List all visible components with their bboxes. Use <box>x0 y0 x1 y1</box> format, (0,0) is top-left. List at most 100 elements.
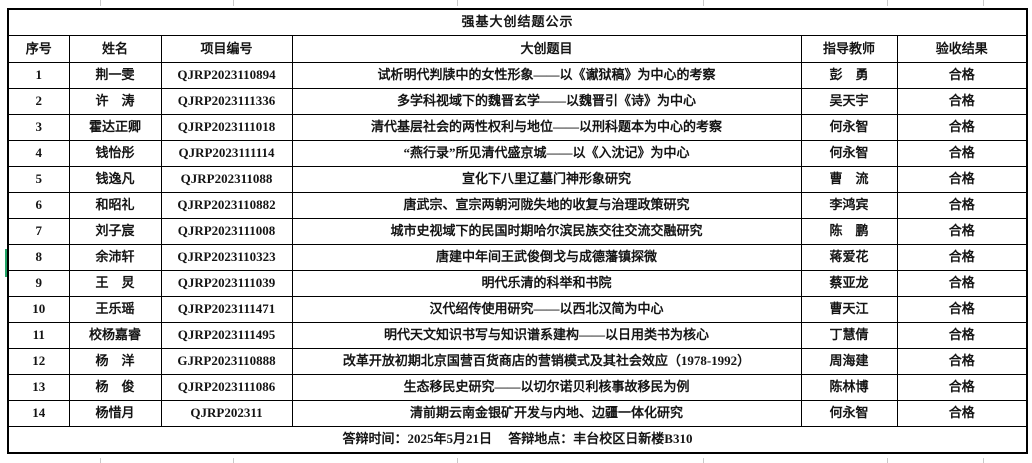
cell-name: 霍达正卿 <box>68 114 162 141</box>
cell-name: 王 炅 <box>68 270 162 297</box>
col-header-index: 序号 <box>7 35 70 63</box>
gridline-stub <box>983 0 984 6</box>
cell-code: QJRP2023111018 <box>160 114 293 141</box>
cell-advisor: 曹 流 <box>800 166 898 193</box>
footer-row: 答辩时间：2025年5月21日 答辩地点：丰台校区日新楼B310 <box>7 426 1028 454</box>
cell-name: 刘子宸 <box>68 218 162 245</box>
cell-advisor: 曹天江 <box>800 296 898 323</box>
cell-topic: 清前期云南金银矿开发与内地、边疆一体化研究 <box>291 400 802 427</box>
cell-topic: 唐武宗、宣宗两朝河陇失地的收复与治理政策研究 <box>291 192 802 219</box>
cell-result: 合格 <box>896 270 1028 297</box>
cell-code: QJRP2023111495 <box>160 322 293 349</box>
col-header-code: 项目编号 <box>160 35 293 63</box>
table-row: 7 刘子宸 QJRP2023111008 城市史视域下的民国时期哈尔滨民族交往交… <box>7 218 1028 245</box>
cell-advisor: 陈 鹏 <box>800 218 898 245</box>
cell-result: 合格 <box>896 62 1028 89</box>
gridline-stub <box>233 0 234 6</box>
results-table: 强基大创结题公示 序号 姓名 项目编号 大创题目 指导教师 验收结果 1 荆一雯… <box>7 8 1029 454</box>
cell-code: QJRP2023111039 <box>160 270 293 297</box>
table-row: 12 杨 洋 GJRP2023110888 改革开放初期北京国营百货商店的营销模… <box>7 348 1028 375</box>
gridline-stub <box>887 458 888 463</box>
cell-name: 杨 俊 <box>68 374 162 401</box>
cell-name: 荆一雯 <box>68 62 162 89</box>
cell-result: 合格 <box>896 218 1028 245</box>
cell-topic: 明代天文知识书写与知识谱系建构——以日用类书为核心 <box>291 322 802 349</box>
cell-advisor: 李鸿宾 <box>800 192 898 219</box>
table-row: 2 许 涛 QJRP2023111336 多学科视域下的魏晋玄学——以魏晋引《诗… <box>7 88 1028 115</box>
cell-topic: 汉代绍传使用研究——以西北汉简为中心 <box>291 296 802 323</box>
cell-advisor: 何永智 <box>800 114 898 141</box>
cell-name: 钱怡彤 <box>68 140 162 167</box>
title-row: 强基大创结题公示 <box>7 8 1028 36</box>
cell-topic: 清代基层社会的两性权利与地位——以刑科题本为中心的考察 <box>291 114 802 141</box>
cell-topic: 多学科视域下的魏晋玄学——以魏晋引《诗》为中心 <box>291 88 802 115</box>
cell-code: QJRP2023110882 <box>160 192 293 219</box>
cell-result: 合格 <box>896 166 1028 193</box>
cell-result: 合格 <box>896 140 1028 167</box>
cell-advisor: 周海建 <box>800 348 898 375</box>
cell-code: QJRP2023110894 <box>160 62 293 89</box>
defense-info: 答辩时间：2025年5月21日 答辩地点：丰台校区日新楼B310 <box>7 426 1028 454</box>
cell-index: 12 <box>7 348 70 375</box>
col-header-result: 验收结果 <box>896 35 1028 63</box>
cell-advisor: 彭 勇 <box>800 62 898 89</box>
cell-name: 杨 洋 <box>68 348 162 375</box>
cell-advisor: 何永智 <box>800 400 898 427</box>
cell-code: QJRP2023111471 <box>160 296 293 323</box>
cell-name: 校杨嘉睿 <box>68 322 162 349</box>
cell-advisor: 蒋爱花 <box>800 244 898 271</box>
cell-advisor: 蔡亚龙 <box>800 270 898 297</box>
gridline-stub <box>703 458 704 463</box>
cell-index: 8 <box>7 244 70 271</box>
selection-border-mark <box>5 249 8 277</box>
table-row: 5 钱逸凡 QJRP202311088 宣化下八里辽墓门神形象研究 曹 流 合格 <box>7 166 1028 193</box>
cell-topic: 生态移民史研究——以切尔诺贝利核事故移民为例 <box>291 374 802 401</box>
page-title: 强基大创结题公示 <box>7 8 1028 36</box>
header-row: 序号 姓名 项目编号 大创题目 指导教师 验收结果 <box>7 35 1028 63</box>
cell-result: 合格 <box>896 400 1028 427</box>
cell-index: 13 <box>7 374 70 401</box>
cell-name: 杨惜月 <box>68 400 162 427</box>
cell-result: 合格 <box>896 296 1028 323</box>
table-row: 1 荆一雯 QJRP2023110894 试析明代判牍中的女性形象——以《谳狱稿… <box>7 62 1028 89</box>
gridline-stub <box>983 458 984 463</box>
cell-name: 和昭礼 <box>68 192 162 219</box>
col-header-name: 姓名 <box>68 35 162 63</box>
cell-index: 5 <box>7 166 70 193</box>
cell-result: 合格 <box>896 374 1028 401</box>
col-header-topic: 大创题目 <box>291 35 802 63</box>
table-row: 10 王乐瑶 QJRP2023111471 汉代绍传使用研究——以西北汉简为中心… <box>7 296 1028 323</box>
cell-code: QJRP2023111086 <box>160 374 293 401</box>
table-row: 3 霍达正卿 QJRP2023111018 清代基层社会的两性权利与地位——以刑… <box>7 114 1028 141</box>
cell-result: 合格 <box>896 192 1028 219</box>
cell-topic: 明代乐清的科举和书院 <box>291 270 802 297</box>
cell-topic: 改革开放初期北京国营百货商店的营销模式及其社会效应（1978-1992） <box>291 348 802 375</box>
cell-index: 11 <box>7 322 70 349</box>
cell-index: 3 <box>7 114 70 141</box>
gridline-stub <box>233 458 234 463</box>
table-row: 4 钱怡彤 QJRP2023111114 “燕行录”所见清代盛京城——以《入沈记… <box>7 140 1028 167</box>
cell-index: 10 <box>7 296 70 323</box>
cell-name: 许 涛 <box>68 88 162 115</box>
cell-result: 合格 <box>896 114 1028 141</box>
cell-code: GJRP2023110888 <box>160 348 293 375</box>
cell-result: 合格 <box>896 244 1028 271</box>
cell-name: 钱逸凡 <box>68 166 162 193</box>
cell-advisor: 何永智 <box>800 140 898 167</box>
cell-index: 9 <box>7 270 70 297</box>
cell-index: 1 <box>7 62 70 89</box>
cell-code: QJRP2023111336 <box>160 88 293 115</box>
cell-name: 余沛轩 <box>68 244 162 271</box>
table-row: 9 王 炅 QJRP2023111039 明代乐清的科举和书院 蔡亚龙 合格 <box>7 270 1028 297</box>
col-header-advisor: 指导教师 <box>800 35 898 63</box>
table-row: 13 杨 俊 QJRP2023111086 生态移民史研究——以切尔诺贝利核事故… <box>7 374 1028 401</box>
table-row: 11 校杨嘉睿 QJRP2023111495 明代天文知识书写与知识谱系建构——… <box>7 322 1028 349</box>
gridline-stub <box>100 458 101 463</box>
cell-code: QJRP2023111008 <box>160 218 293 245</box>
cell-topic: 宣化下八里辽墓门神形象研究 <box>291 166 802 193</box>
cell-code: QJRP2023111114 <box>160 140 293 167</box>
cell-topic: 试析明代判牍中的女性形象——以《谳狱稿》为中心的考察 <box>291 62 802 89</box>
cell-topic: 城市史视域下的民国时期哈尔滨民族交往交流交融研究 <box>291 218 802 245</box>
table-row: 8 余沛轩 QJRP2023110323 唐建中年间王武俊倒戈与成德藩镇探微 蒋… <box>7 244 1028 271</box>
table-row: 6 和昭礼 QJRP2023110882 唐武宗、宣宗两朝河陇失地的收复与治理政… <box>7 192 1028 219</box>
